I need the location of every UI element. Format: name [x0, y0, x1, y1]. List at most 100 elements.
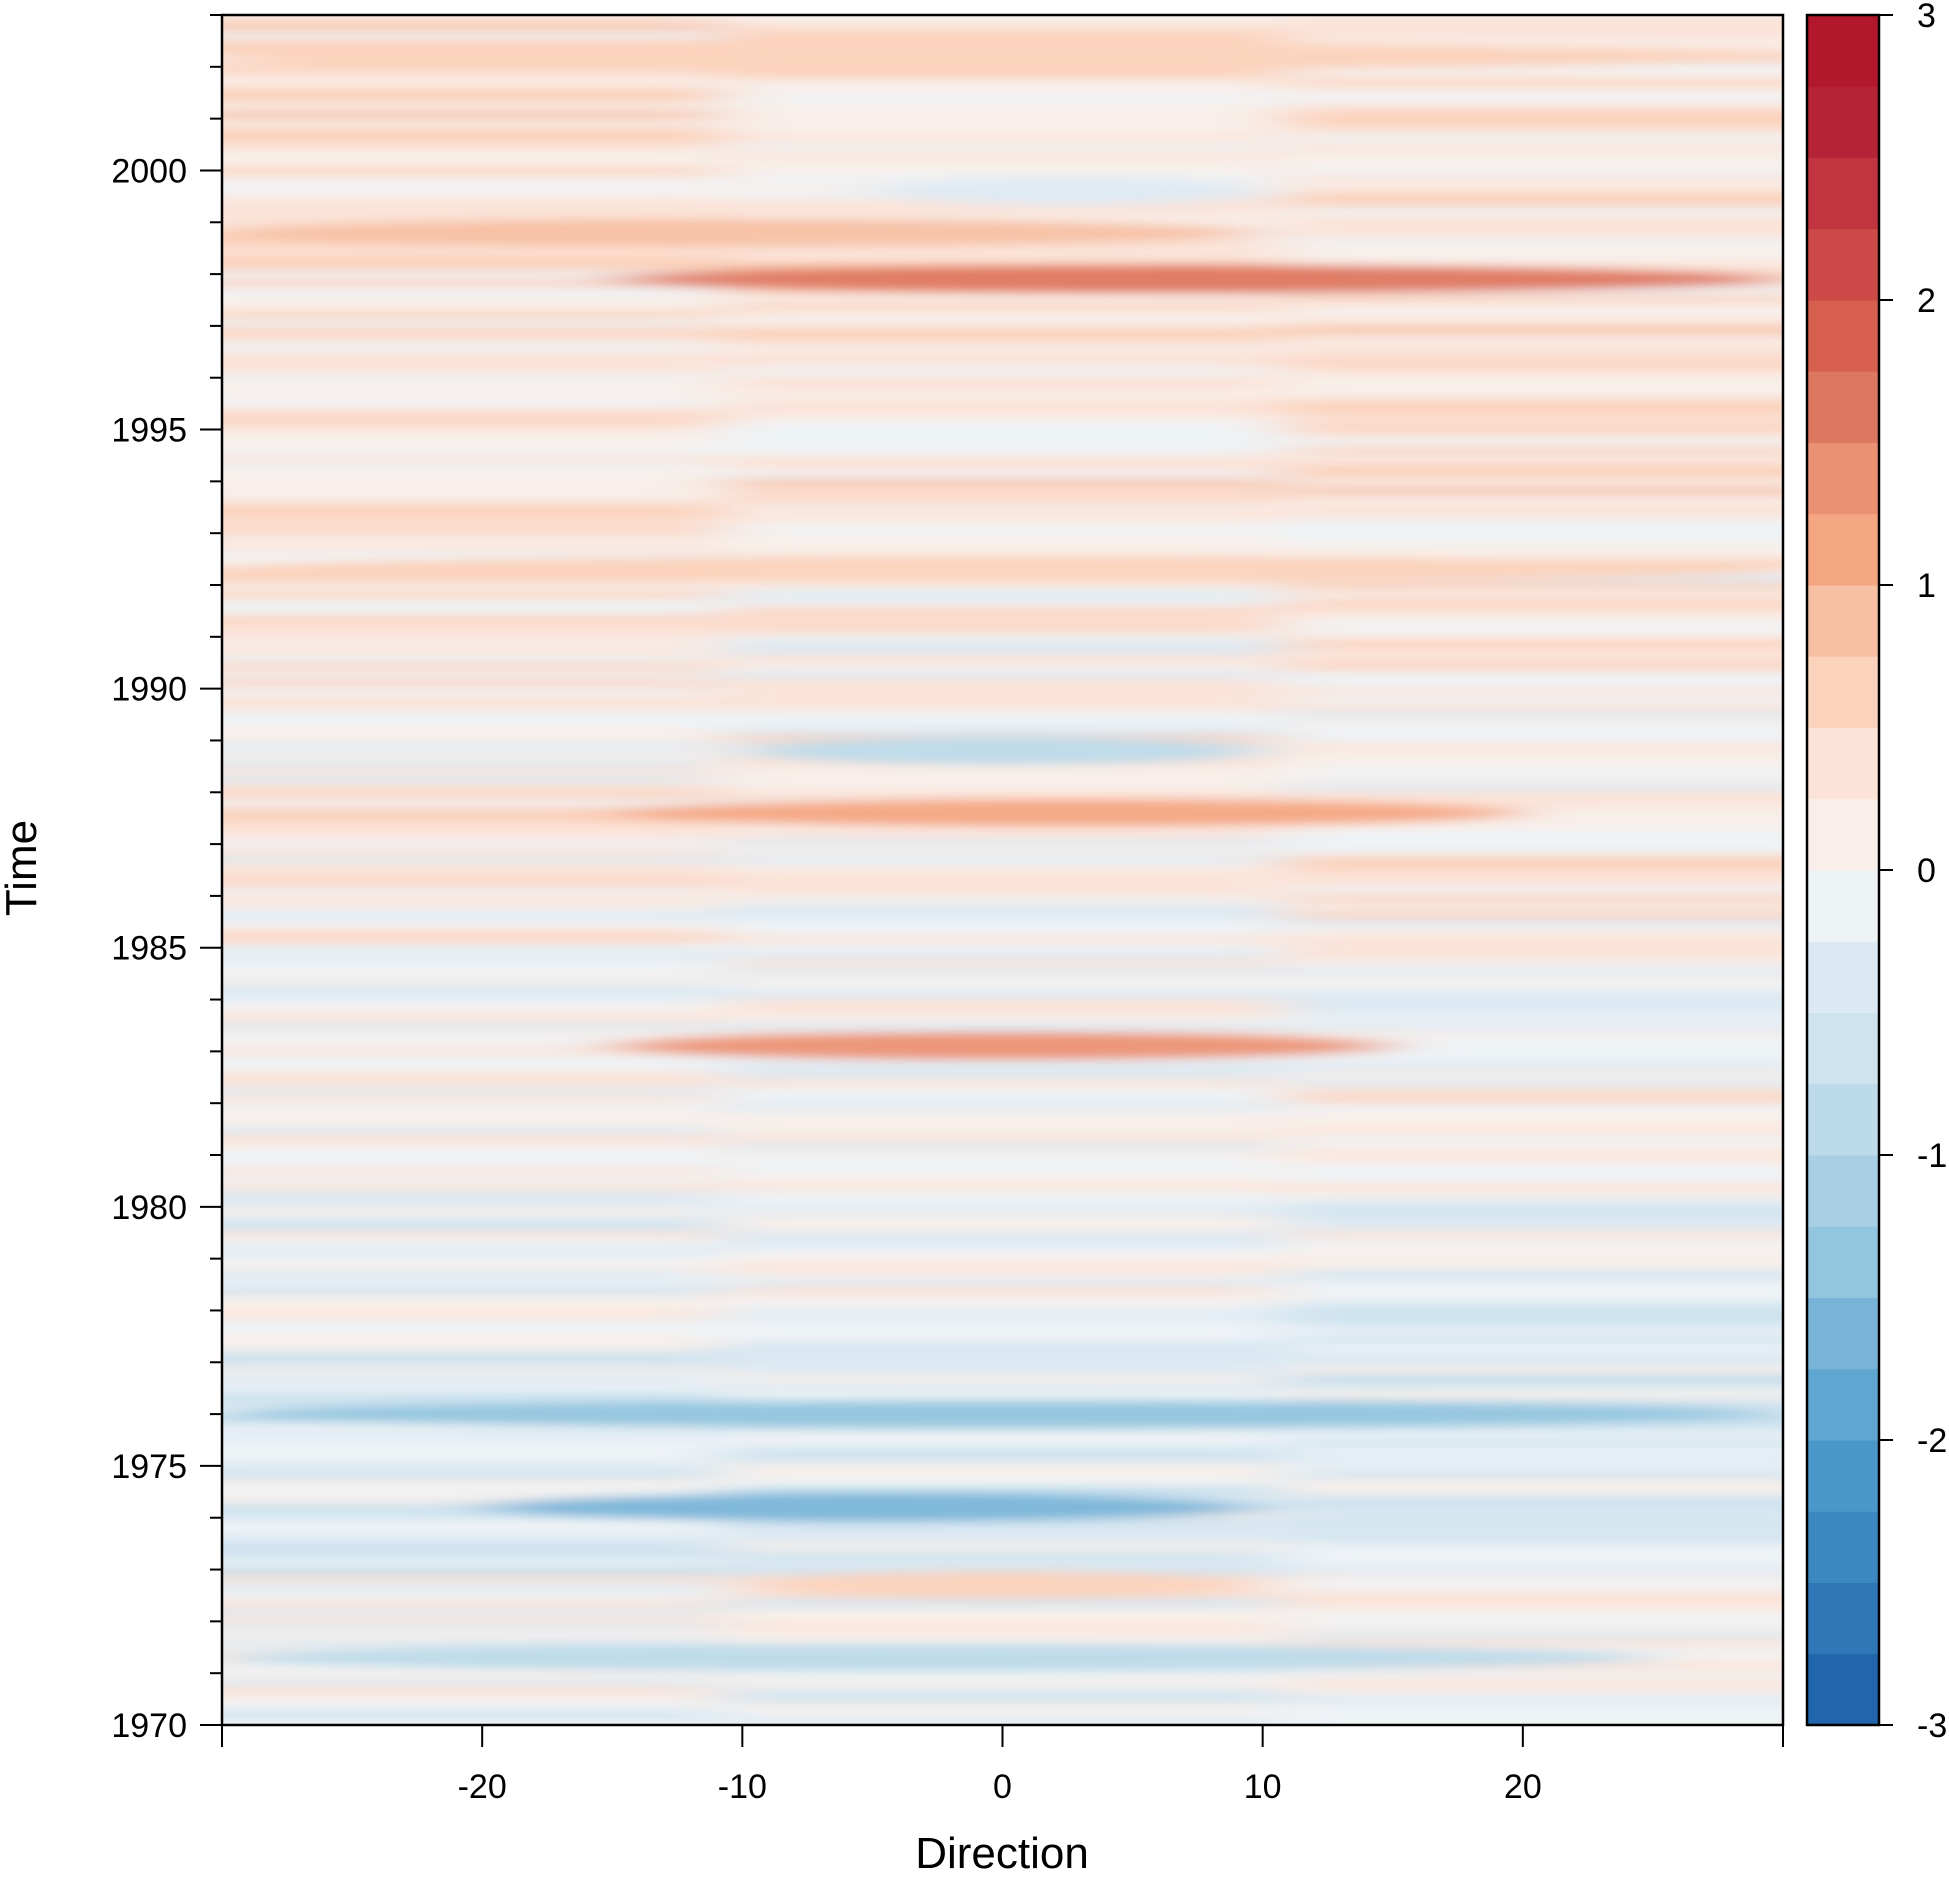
heatmap-streak — [222, 743, 733, 751]
heatmap-streak — [722, 1711, 1293, 1719]
heatmap-streak — [722, 327, 1293, 335]
heatmap-streak — [222, 1503, 733, 1511]
heatmap-streak — [1282, 239, 1783, 247]
heatmap-streak — [1282, 551, 1783, 559]
heatmap-streak — [222, 1591, 733, 1599]
heatmap-streak — [1282, 1015, 1783, 1023]
colorbar-swatch — [1807, 1511, 1879, 1583]
heatmap-streak — [1282, 1159, 1783, 1167]
heatmap-streak — [222, 783, 733, 791]
heatmap-streak — [722, 1239, 1293, 1247]
heatmap-streak — [222, 1135, 733, 1143]
heatmap-streak — [1282, 495, 1783, 503]
heatmap-streak — [222, 999, 733, 1007]
heatmap-streak — [222, 1295, 733, 1303]
heatmap-streak — [722, 831, 1293, 839]
heatmap-streak — [222, 1095, 733, 1103]
heatmap-streak — [1282, 783, 1783, 791]
heatmap-streak — [222, 1351, 733, 1359]
heatmap-streak — [222, 527, 733, 535]
heatmap-streak — [1282, 1319, 1783, 1327]
heatmap-feature — [612, 1032, 1393, 1061]
heatmap-streak — [722, 895, 1293, 903]
heatmap-streak — [222, 15, 733, 23]
heatmap-streak — [1282, 135, 1783, 143]
heatmap-streak — [722, 543, 1293, 551]
heatmap-streak — [722, 943, 1293, 951]
heatmap-streak — [722, 1695, 1293, 1703]
heatmap-streak — [1282, 1023, 1783, 1031]
heatmap-streak — [1282, 375, 1783, 383]
colorbar-tick-label: 2 — [1917, 282, 1936, 320]
heatmap-streak — [222, 1575, 733, 1583]
heatmap-streak — [222, 951, 733, 959]
heatmap-feature — [742, 736, 1263, 765]
heatmap-streak — [1282, 1503, 1783, 1511]
heatmap-streak — [722, 879, 1293, 887]
heatmap-streak — [1282, 1631, 1783, 1639]
heatmap-streak — [1282, 79, 1783, 87]
heatmap-streak — [222, 343, 733, 351]
heatmap-streak — [722, 591, 1293, 599]
heatmap-streak — [222, 671, 733, 679]
heatmap-streak — [222, 935, 733, 943]
heatmap-streak — [1282, 703, 1783, 711]
heatmap-streak — [1282, 1167, 1783, 1175]
heatmap-streak — [222, 79, 733, 87]
heatmap-streak — [722, 1431, 1293, 1439]
heatmap-streak — [1282, 311, 1783, 319]
heatmap-streak — [722, 999, 1293, 1007]
heatmap-streak — [222, 535, 733, 543]
heatmap-streak — [722, 1471, 1293, 1479]
heatmap-streak — [722, 1103, 1293, 1111]
heatmap-streak — [222, 1047, 733, 1055]
heatmap-streak — [1282, 263, 1783, 271]
heatmap-streak — [222, 751, 733, 759]
heatmap-feature — [222, 1643, 1653, 1672]
heatmap-streak — [722, 87, 1293, 95]
heatmap-streak — [222, 1063, 733, 1071]
heatmap-streak — [1282, 975, 1783, 983]
heatmap-streak — [222, 599, 733, 607]
heatmap-streak — [222, 1127, 733, 1135]
heatmap-streak — [222, 871, 733, 879]
heatmap-streak — [222, 1175, 733, 1183]
heatmap-streak — [222, 1471, 733, 1479]
heatmap-streak — [1282, 487, 1783, 495]
heatmap-feature — [222, 555, 1783, 584]
heatmap-streak — [1282, 471, 1783, 479]
heatmap-streak — [722, 703, 1293, 711]
heatmap-streak — [1282, 1215, 1783, 1223]
heatmap-streak — [222, 1159, 733, 1167]
heatmap-streak — [1282, 63, 1783, 71]
heatmap-streak — [1282, 319, 1783, 327]
heatmap-streak — [222, 903, 733, 911]
heatmap-streak — [222, 911, 733, 919]
heatmap-streak — [1282, 367, 1783, 375]
heatmap-streak — [222, 1287, 733, 1295]
heatmap-streak — [222, 95, 733, 103]
heatmap-streak — [722, 391, 1293, 399]
heatmap-streak — [722, 1463, 1293, 1471]
heatmap-streak — [222, 1079, 733, 1087]
heatmap-streak — [722, 319, 1293, 327]
heatmap-streak — [722, 1127, 1293, 1135]
colorbar-swatch — [1807, 1440, 1879, 1512]
heatmap-streak — [222, 1447, 733, 1455]
heatmap-streak — [1282, 1679, 1783, 1687]
heatmap-streak — [1282, 1207, 1783, 1215]
heatmap-streak — [722, 527, 1293, 535]
heatmap-streak — [222, 375, 733, 383]
heatmap-streak — [1282, 1487, 1783, 1495]
heatmap-streak — [722, 479, 1293, 487]
heatmap-streak — [722, 1087, 1293, 1095]
heatmap-streak — [222, 1231, 733, 1239]
heatmap-streak — [722, 1679, 1293, 1687]
heatmap-streak — [1282, 159, 1783, 167]
colorbar-swatch — [1807, 1226, 1879, 1298]
heatmap-streak — [222, 1367, 733, 1375]
heatmap-streak — [1282, 727, 1783, 735]
heatmap-streak — [1282, 431, 1783, 439]
heatmap-streak — [1282, 455, 1783, 463]
